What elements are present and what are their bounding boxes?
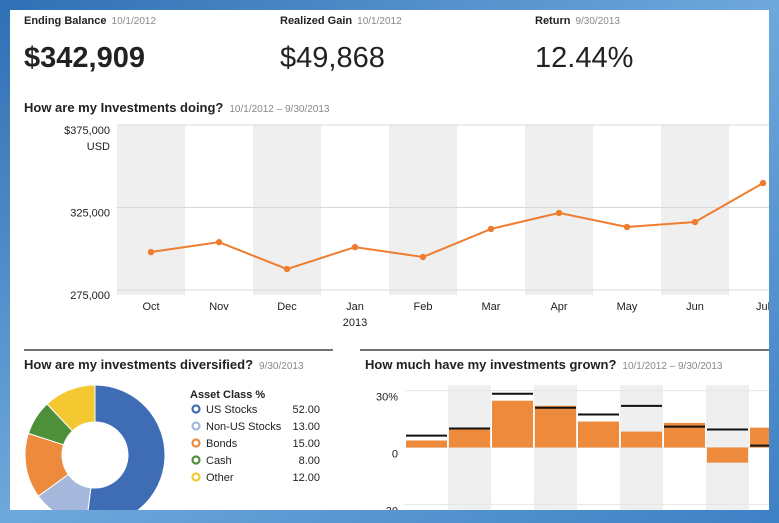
bar-plot [405, 385, 769, 510]
line [150, 182, 764, 271]
point [351, 243, 359, 251]
legend-value: 52.00 [292, 404, 320, 416]
content: Ending Balance 10/1/2012 $342,909 Realized … [24, 15, 770, 517]
point [555, 209, 563, 217]
year-label: 2013 [343, 317, 367, 329]
point [623, 223, 631, 231]
section-title: How are my investments diversified? [24, 357, 253, 372]
section-date: 10/1/2012 – 9/30/2013 [622, 361, 723, 372]
legend-label: Other [206, 472, 234, 484]
point [487, 225, 495, 233]
metric-label: Ending Balance [24, 15, 107, 27]
legend-swatch [191, 404, 201, 414]
legend-value: 13.00 [292, 421, 320, 433]
legend-swatch [191, 472, 201, 482]
legend-label: Cash [206, 455, 232, 467]
bar [449, 428, 490, 448]
y-tick-label: $375,000 [64, 125, 110, 137]
x-tick-label: May [617, 301, 638, 313]
legend-value: 8.00 [299, 455, 320, 467]
column-shade [661, 125, 729, 295]
x-tick-label: Jun [686, 301, 704, 313]
y-tick-label: 325,000 [70, 208, 110, 220]
bar [406, 440, 447, 448]
legend-value: 12.00 [292, 472, 320, 484]
bar [535, 405, 576, 448]
legend-swatch [191, 438, 201, 448]
legend-value: 15.00 [292, 438, 320, 450]
section-date: 9/30/2013 [259, 361, 304, 372]
bar [707, 447, 748, 463]
legend-swatch [191, 455, 201, 465]
x-tick-label: Nov [209, 301, 229, 313]
y-tick-label: 30% [376, 392, 398, 404]
section-title: How are my Investments doing? [24, 100, 223, 115]
pie-slice [46, 384, 96, 432]
x-tick-label: Jul [756, 301, 770, 313]
y-tick-label: 275,000 [70, 290, 110, 302]
pie-slice [87, 384, 166, 510]
metric-value: 12.44% [535, 42, 633, 74]
metric-date: 9/30/2013 [575, 16, 620, 27]
legend-label: Non-US Stocks [206, 421, 282, 433]
x-tick-label: Oct [142, 301, 159, 313]
column-shade [389, 125, 457, 295]
point [419, 253, 427, 261]
bar [492, 400, 533, 448]
y-tick-label: -30 [382, 505, 398, 517]
metric-date: 10/1/2012 [357, 16, 402, 27]
section-date: 10/1/2012 – 9/30/2013 [229, 104, 330, 115]
metric-value: $342,909 [24, 42, 145, 74]
bar [578, 421, 619, 448]
bar [621, 431, 662, 448]
x-tick-label: Apr [550, 301, 567, 313]
legend-swatch [191, 421, 201, 431]
metric-label: Realized Gain [280, 15, 352, 27]
metric-label: Return [535, 15, 571, 27]
legend-label: US Stocks [206, 404, 258, 416]
point [215, 238, 223, 246]
x-tick-label: Dec [277, 301, 297, 313]
legend-label: Bonds [206, 438, 238, 450]
section-title: How much have my investments grown? [365, 357, 616, 372]
y-unit: USD [87, 141, 110, 153]
point [147, 248, 155, 256]
bar [750, 427, 769, 448]
metric-value: $49,868 [280, 42, 385, 74]
legend-title: Asset Class % [190, 389, 265, 401]
x-tick-label: Feb [414, 301, 433, 313]
point [759, 179, 767, 187]
y-tick-label: 0 [392, 449, 398, 461]
x-tick-label: Mar [482, 301, 501, 313]
x-tick-label: Jan [346, 301, 364, 313]
point [283, 265, 291, 273]
column-shade [117, 125, 185, 295]
point [691, 218, 699, 226]
metric-date: 10/1/2012 [112, 16, 157, 27]
